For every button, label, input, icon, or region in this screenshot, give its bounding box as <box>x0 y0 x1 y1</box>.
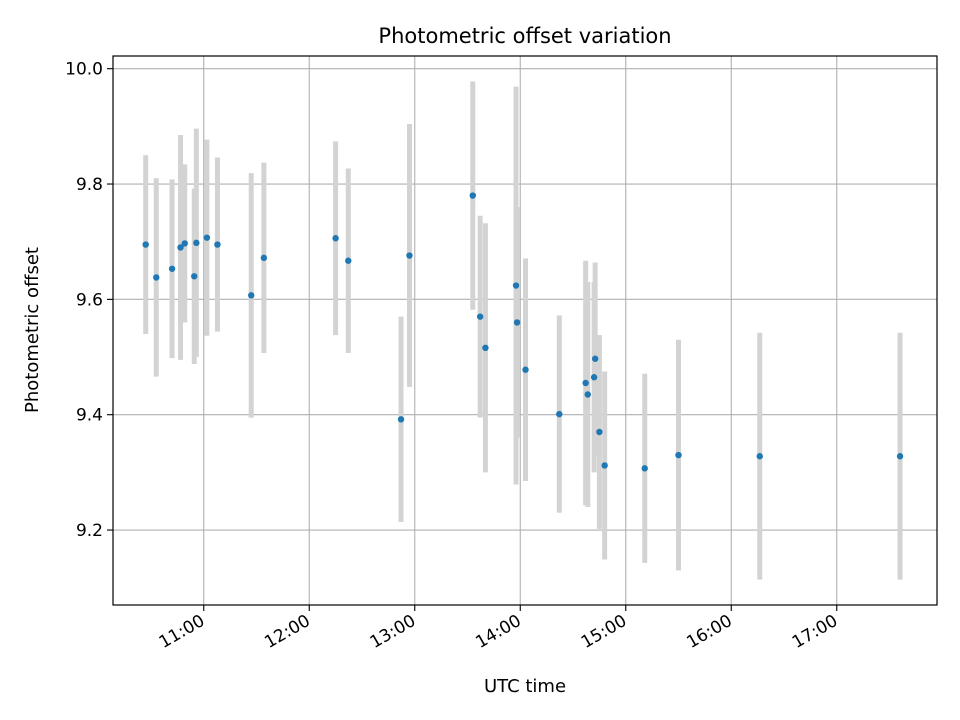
data-point-27 <box>601 462 608 469</box>
data-point-9 <box>248 292 255 299</box>
x-tick-label-4: 15:00 <box>578 611 630 653</box>
data-point-31 <box>896 453 904 460</box>
x-tick-label-5: 16:00 <box>683 611 735 653</box>
y-tick-label-0: 9.2 <box>76 521 103 541</box>
x-tick-label-1: 12:00 <box>261 611 313 653</box>
x-tick-label-0: 11:00 <box>156 611 208 653</box>
data-point-8 <box>214 241 221 248</box>
data-point-2 <box>168 265 176 272</box>
data-point-25 <box>591 355 599 362</box>
data-point-20 <box>522 366 529 373</box>
data-point-19 <box>513 319 521 326</box>
data-point-23 <box>584 391 591 398</box>
data-point-22 <box>582 379 589 387</box>
x-tick-label-6: 17:00 <box>789 611 841 653</box>
x-tick-label-2: 13:00 <box>367 611 419 653</box>
error-bars <box>143 81 903 580</box>
y-axis-label: Photometric offset <box>22 247 43 413</box>
data-point-12 <box>345 257 352 264</box>
chart-title: Photometric offset variation <box>378 24 671 48</box>
data-point-5 <box>191 273 198 280</box>
data-point-4 <box>181 240 188 247</box>
data-point-15 <box>469 192 476 199</box>
data-point-1 <box>153 274 160 281</box>
data-point-21 <box>556 410 563 418</box>
data-point-28 <box>641 465 648 472</box>
data-point-6 <box>193 239 200 247</box>
data-point-14 <box>406 252 413 259</box>
x-tick-label-3: 14:00 <box>472 611 524 653</box>
data-point-16 <box>476 313 484 320</box>
data-point-10 <box>260 254 268 262</box>
data-point-0 <box>142 241 149 248</box>
plot-frame <box>112 55 938 606</box>
data-point-17 <box>482 344 489 352</box>
y-tick-label-2: 9.6 <box>76 290 103 310</box>
data-point-7 <box>203 234 211 241</box>
y-tick-label-1: 9.4 <box>76 406 103 426</box>
y-axis-ticks: 9.2 9.4 9.6 9.8 10.0 <box>65 60 113 541</box>
data-point-11 <box>332 235 339 242</box>
data-point-26 <box>596 428 603 436</box>
data-point-29 <box>675 451 682 459</box>
data-point-13 <box>397 416 405 423</box>
x-axis-ticks: 11:00 12:00 13:00 14:00 15:00 16:00 17:00 <box>156 605 841 653</box>
y-tick-label-3: 9.8 <box>76 175 103 195</box>
data-point-24 <box>590 374 598 381</box>
data-points <box>142 192 904 472</box>
y-tick-label-4: 10.0 <box>65 60 103 80</box>
data-point-30 <box>756 453 763 460</box>
data-point-18 <box>512 282 520 289</box>
x-axis-label: UTC time <box>484 676 566 697</box>
data-point-3 <box>177 244 184 251</box>
